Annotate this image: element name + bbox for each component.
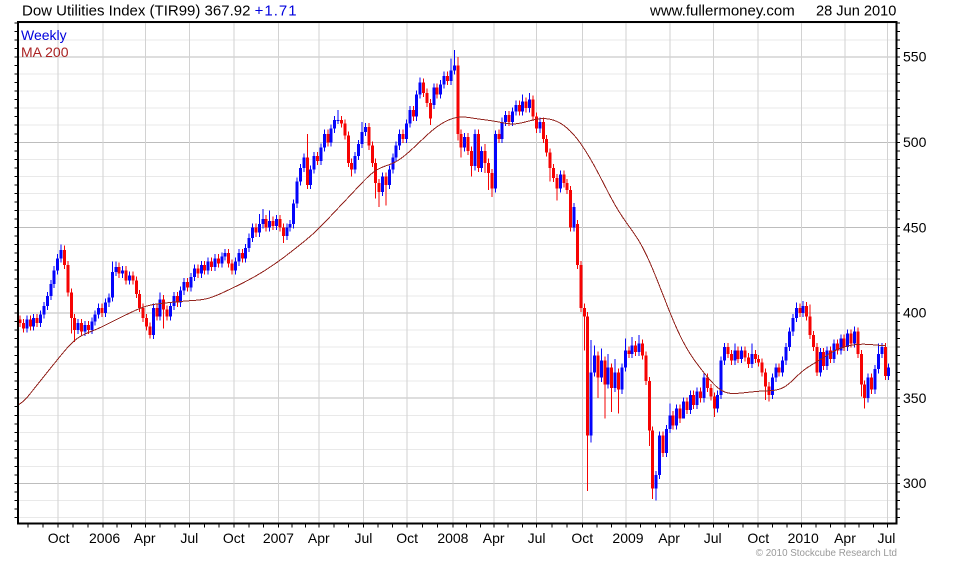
svg-text:www.fullermoney.com: www.fullermoney.com xyxy=(649,3,795,20)
svg-text:MA 200: MA 200 xyxy=(21,44,69,60)
svg-text:500: 500 xyxy=(903,134,927,150)
svg-text:Apr: Apr xyxy=(834,530,856,546)
svg-text:2010: 2010 xyxy=(788,530,819,546)
svg-text:28 Jun 2010: 28 Jun 2010 xyxy=(816,4,896,20)
svg-text:2009: 2009 xyxy=(612,530,643,546)
svg-text:Jul: Jul xyxy=(354,530,372,546)
svg-text:Apr: Apr xyxy=(134,530,156,546)
svg-text:2006: 2006 xyxy=(89,530,120,546)
svg-text:Oct: Oct xyxy=(48,530,70,546)
svg-text:Oct: Oct xyxy=(571,530,593,546)
svg-text:350: 350 xyxy=(903,390,927,406)
svg-text:Apr: Apr xyxy=(658,530,680,546)
svg-text:Oct: Oct xyxy=(396,530,418,546)
svg-text:Jul: Jul xyxy=(180,530,198,546)
svg-text:Jul: Jul xyxy=(528,530,546,546)
svg-text:Weekly: Weekly xyxy=(21,27,67,43)
svg-text:300: 300 xyxy=(903,475,927,491)
svg-text:Jul: Jul xyxy=(704,530,722,546)
svg-text:Apr: Apr xyxy=(308,530,330,546)
svg-text:Apr: Apr xyxy=(483,530,505,546)
svg-text:© 2010 Stockcube Research Ltd: © 2010 Stockcube Research Ltd xyxy=(756,548,897,559)
svg-text:Oct: Oct xyxy=(747,530,769,546)
svg-text:Oct: Oct xyxy=(223,530,245,546)
svg-text:2007: 2007 xyxy=(263,530,294,546)
svg-text:Jul: Jul xyxy=(877,530,895,546)
svg-text:Dow Utilities Index (TIR99) 36: Dow Utilities Index (TIR99) 367.92 +1.71 xyxy=(22,3,298,20)
svg-text:2008: 2008 xyxy=(437,530,468,546)
svg-text:450: 450 xyxy=(903,219,927,235)
svg-text:550: 550 xyxy=(903,49,927,65)
svg-text:400: 400 xyxy=(903,305,927,321)
